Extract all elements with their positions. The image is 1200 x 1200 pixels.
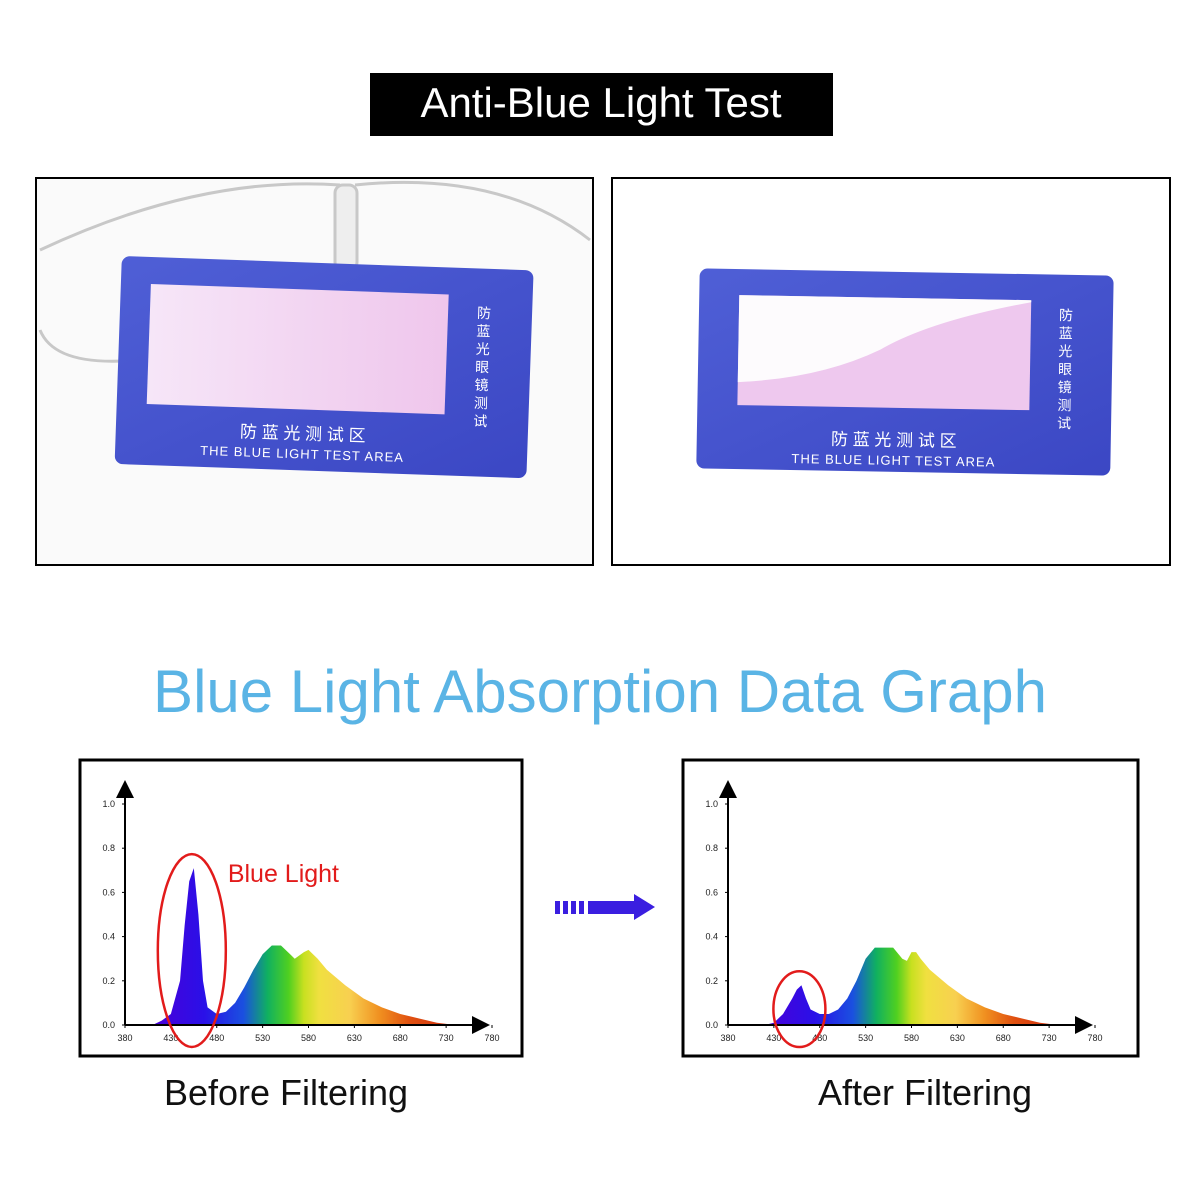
x-tick-label: 580	[301, 1033, 316, 1043]
x-tick-label: 480	[209, 1033, 224, 1043]
card-vertical-text: 防蓝光眼镜测试	[1056, 308, 1074, 434]
x-tick-label: 630	[347, 1033, 362, 1043]
x-tick-label: 480	[812, 1033, 827, 1043]
x-tick-label: 730	[439, 1033, 454, 1043]
graph-title: Blue Light Absorption Data Graph	[153, 658, 1047, 725]
annotation: Blue Light	[228, 860, 339, 888]
chart-caption: Before Filtering	[164, 1072, 408, 1113]
x-tick-label: 380	[117, 1033, 132, 1043]
y-tick-label: 0.2	[705, 976, 718, 986]
x-tick-label: 630	[950, 1033, 965, 1043]
y-tick-label: 0.0	[705, 1020, 718, 1030]
y-axis-arrow	[719, 780, 737, 798]
spectrum-area	[764, 947, 1059, 1025]
title: Anti-Blue Light Test	[420, 79, 781, 126]
y-tick-label: 1.0	[102, 799, 115, 809]
x-tick-label: 430	[766, 1033, 781, 1043]
card-title: 防 蓝 光 测 试 区	[831, 430, 957, 451]
y-tick-label: 0.6	[705, 887, 718, 897]
title-box	[370, 73, 833, 136]
card-subtitle: THE BLUE LIGHT TEST AREA	[791, 451, 995, 470]
x-tick-label: 380	[720, 1033, 735, 1043]
x-tick-label: 430	[163, 1033, 178, 1043]
y-tick-label: 0.0	[102, 1020, 115, 1030]
card-title: 防 蓝 光 测 试 区	[240, 422, 366, 445]
card-vertical-text: 防蓝光眼镜测试	[472, 305, 492, 431]
x-tick-label: 680	[393, 1033, 408, 1043]
y-tick-label: 0.8	[705, 843, 718, 853]
y-axis-arrow	[116, 780, 134, 798]
x-tick-label: 680	[996, 1033, 1011, 1043]
x-tick-label: 780	[484, 1033, 499, 1043]
spectrum-area	[152, 868, 456, 1025]
y-tick-label: 0.6	[102, 887, 115, 897]
highlight-ellipse	[772, 969, 827, 1049]
y-tick-label: 0.4	[102, 932, 115, 942]
x-axis-arrow	[472, 1016, 490, 1034]
x-tick-label: 730	[1042, 1033, 1057, 1043]
chart-caption: After Filtering	[818, 1072, 1032, 1113]
x-tick-label: 580	[904, 1033, 919, 1043]
test-card: 防蓝光眼镜测试 防 蓝 光 测 试 区 THE BLUE LIGHT TEST …	[114, 256, 534, 478]
card-subtitle: THE BLUE LIGHT TEST AREA	[200, 443, 404, 465]
arrow	[555, 894, 655, 920]
y-tick-label: 0.2	[102, 976, 115, 986]
y-tick-label: 1.0	[705, 799, 718, 809]
y-tick-label: 0.8	[102, 843, 115, 853]
x-axis-arrow	[1075, 1016, 1093, 1034]
y-tick-label: 0.4	[705, 932, 718, 942]
x-tick-label: 530	[255, 1033, 270, 1043]
test-card: 防蓝光眼镜测试 防 蓝 光 测 试 区 THE BLUE LIGHT TEST …	[696, 268, 1114, 476]
highlight-ellipse	[156, 852, 228, 1049]
x-tick-label: 780	[1087, 1033, 1102, 1043]
x-tick-label: 530	[858, 1033, 873, 1043]
